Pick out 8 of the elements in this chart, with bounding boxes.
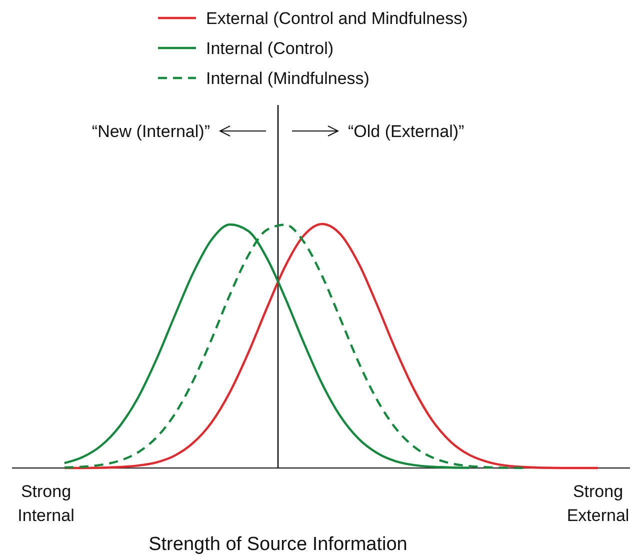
text: “Old (External)”: [348, 122, 465, 141]
x-tick-label: Strong Internal: [18, 482, 74, 525]
legend-label: Internal (Mindfulness): [206, 69, 370, 88]
text: “New (Internal)”: [92, 122, 210, 141]
legend-label: External (Control and Mindfulness): [206, 9, 468, 28]
x-tick-label: Strong External: [566, 482, 630, 525]
legend-label: Internal (Control): [206, 39, 334, 58]
x-axis-title: Strength of Source Information: [148, 534, 408, 555]
